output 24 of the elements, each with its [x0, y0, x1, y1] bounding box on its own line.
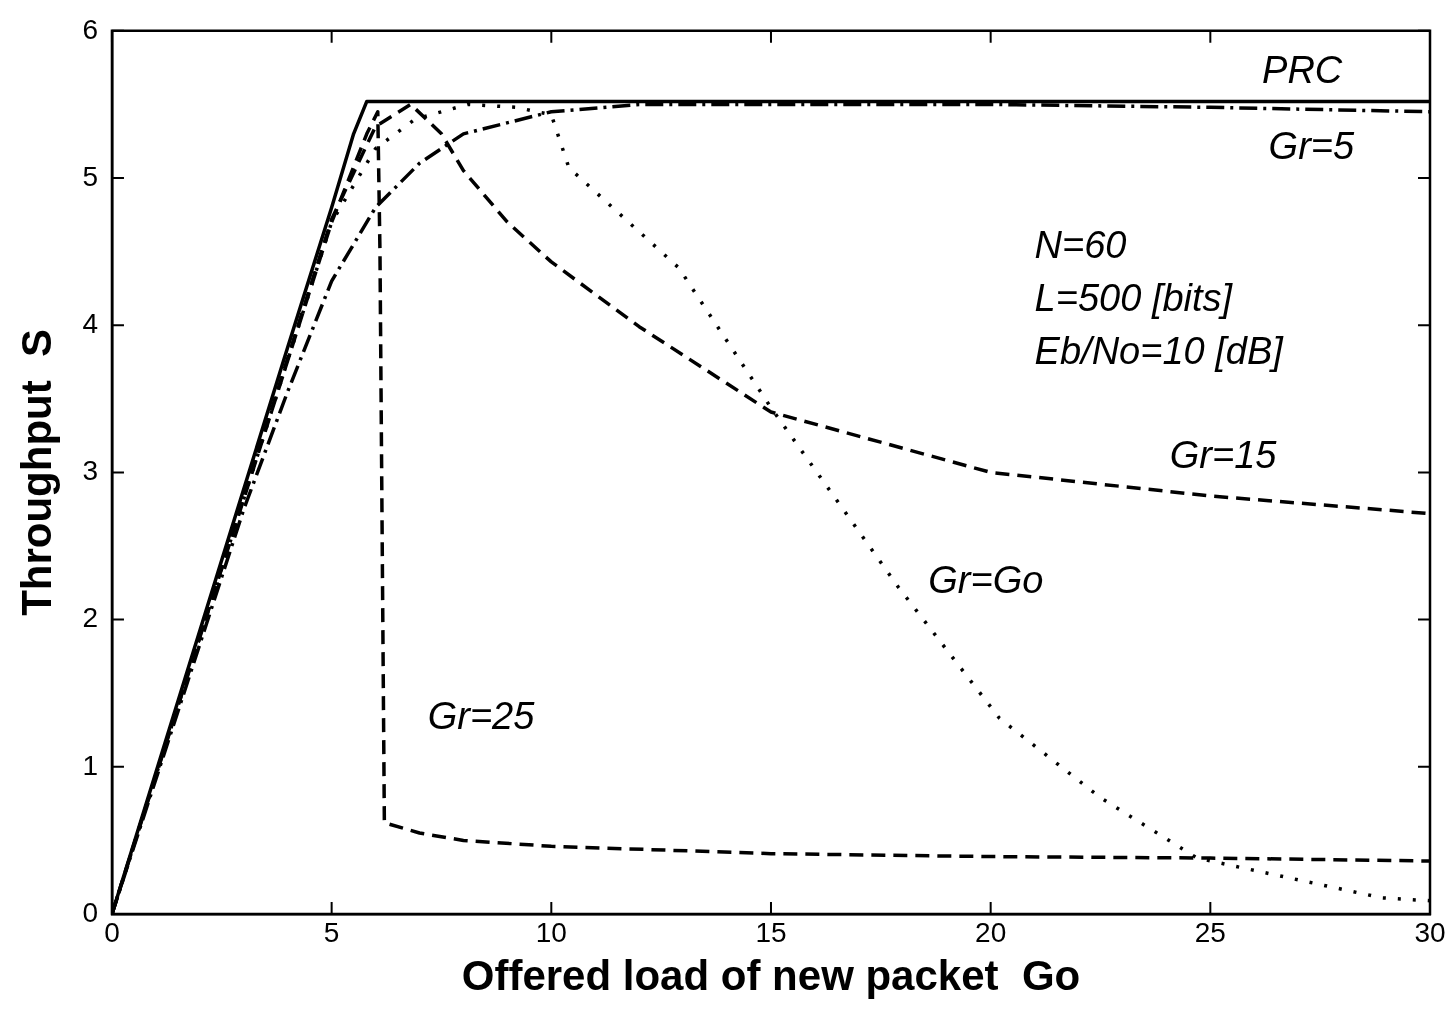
x-tick-label: 25 — [1194, 916, 1226, 948]
annotation: Eb/No=10 [dB] — [1034, 329, 1285, 372]
y-tick-label: 1 — [82, 749, 98, 781]
x-tick-label: 30 — [1414, 916, 1446, 948]
series-label: Gr=25 — [427, 694, 536, 737]
y-tick-label: 5 — [82, 160, 98, 192]
series-label: Gr=Go — [928, 559, 1044, 602]
annotation: L=500 [bits] — [1034, 276, 1234, 319]
y-tick-label: 3 — [82, 455, 98, 487]
x-tick-label: 15 — [755, 916, 787, 948]
series-label: Gr=5 — [1268, 124, 1356, 167]
x-tick-label: 10 — [535, 916, 567, 948]
annotation: N=60 — [1034, 223, 1127, 266]
y-axis-title: Throughput S — [12, 328, 60, 616]
x-tick-label: 20 — [975, 916, 1007, 948]
series-label: PRC — [1262, 48, 1343, 91]
series-label: Gr=15 — [1169, 433, 1278, 476]
y-tick-label: 0 — [82, 896, 98, 928]
y-tick-label: 6 — [82, 13, 98, 45]
y-tick-label: 2 — [82, 602, 98, 634]
x-tick-label: 0 — [104, 916, 120, 948]
x-axis-title: Offered load of new packet Go — [461, 952, 1081, 1000]
y-tick-label: 4 — [82, 307, 98, 339]
x-tick-label: 5 — [323, 916, 340, 948]
